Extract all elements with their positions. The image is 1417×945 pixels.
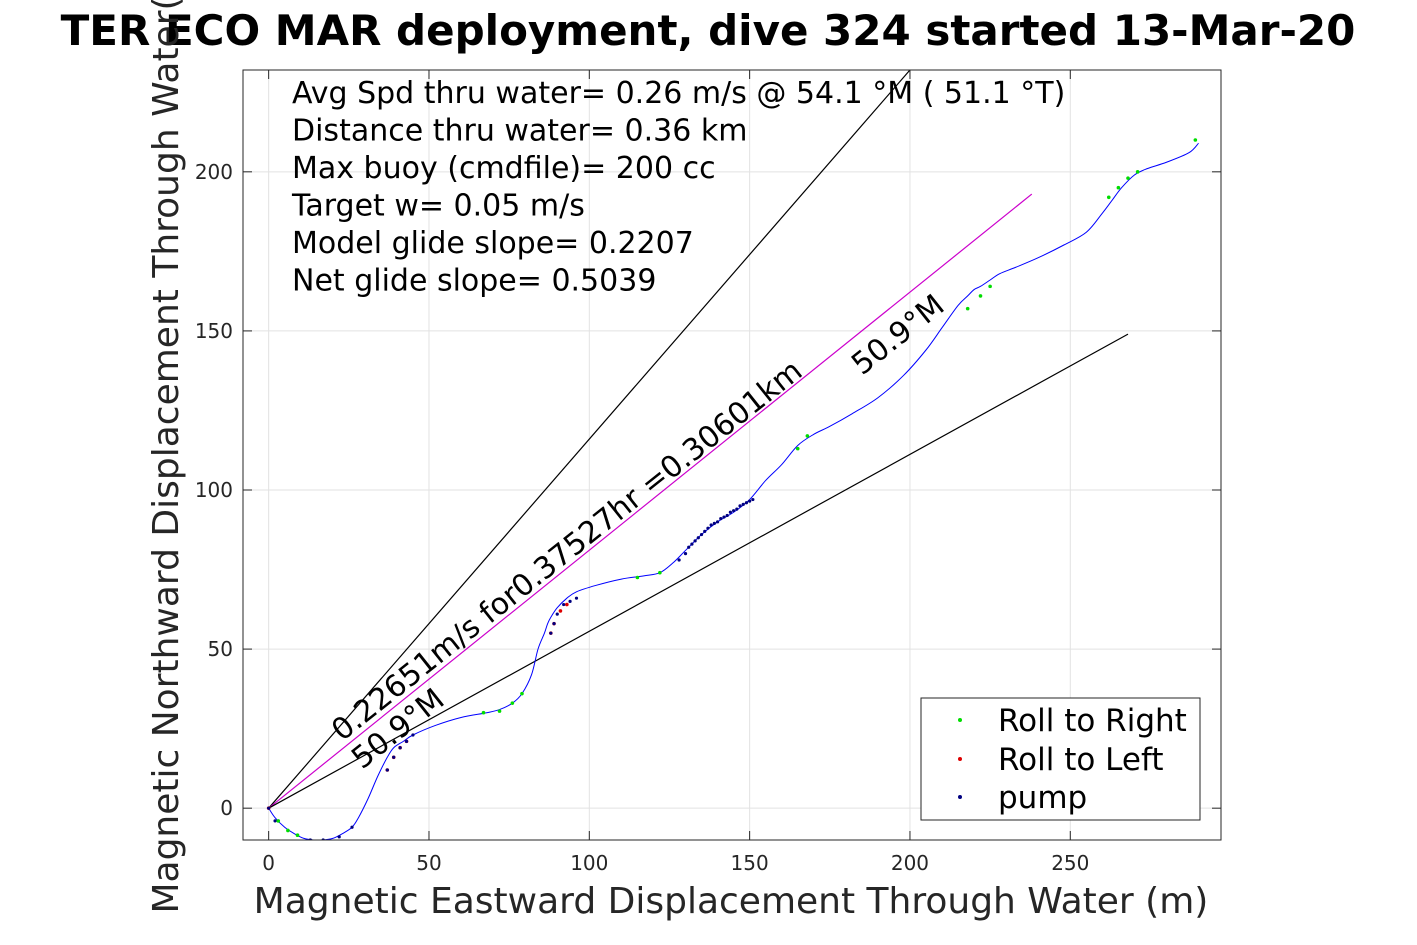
- x-tick-label: 0: [262, 851, 275, 875]
- info-line: Max buoy (cmdfile)= 200 cc: [292, 151, 716, 186]
- roll-right-point: [295, 833, 300, 838]
- pump-point: [748, 499, 752, 503]
- pump-point: [741, 502, 745, 506]
- legend-label-pump: pump: [998, 780, 1087, 816]
- roll-right-point: [520, 691, 524, 696]
- roll-right-point: [497, 709, 502, 713]
- x-axis-label: Magnetic Eastward Displacement Through W…: [254, 881, 1209, 922]
- roll-right-point: [978, 294, 983, 298]
- pump-point: [725, 513, 729, 518]
- y-tick-label: 200: [195, 160, 233, 184]
- speed-annotation: 0.22651m/s for0.37527hr =0.30601km: [325, 353, 809, 748]
- pump-point: [690, 542, 694, 546]
- pump-point: [398, 746, 402, 750]
- pump-point: [735, 507, 739, 511]
- roll-right-point: [481, 710, 486, 715]
- pump-point: [699, 532, 704, 537]
- legend-label-roll-right: Roll to Right: [998, 703, 1187, 739]
- roll-left-point: [558, 609, 563, 613]
- pump-point: [715, 520, 720, 524]
- roll-right-point: [658, 570, 662, 575]
- pump-point: [385, 768, 389, 772]
- pump-point: [703, 529, 707, 533]
- y-tick-label: 150: [195, 319, 233, 343]
- plot-frame: [242, 69, 1222, 841]
- roll-right-point: [635, 575, 640, 580]
- pump-point: [712, 521, 716, 526]
- roll-right-point: [286, 828, 290, 833]
- pump-point: [732, 509, 736, 513]
- x-tick-label: 100: [570, 851, 608, 875]
- y-axis-label: Magnetic Northward Displacement Through …: [146, 0, 187, 914]
- roll-right-point: [805, 434, 810, 438]
- reference-line-0: [268, 70, 911, 809]
- pump-point: [392, 755, 396, 759]
- info-line: Avg Spd thru water= 0.26 m/s @ 54.1 °M (…: [292, 76, 1065, 111]
- info-line: Target w= 0.05 m/s: [291, 189, 585, 224]
- pump-point: [706, 526, 710, 530]
- pump-point: [719, 517, 723, 521]
- pump-point: [728, 510, 732, 514]
- pump-point: [273, 819, 277, 823]
- roll-right-point: [1106, 195, 1111, 200]
- roll-left-point: [565, 602, 569, 607]
- roll-right-point: [795, 446, 800, 451]
- info-line: Distance thru water= 0.36 km: [292, 114, 747, 149]
- legend: Roll to Right Roll to Left pump: [920, 697, 1201, 821]
- pump-point: [687, 545, 691, 549]
- reference-line-2: [268, 333, 1129, 809]
- roll-right-point: [965, 306, 970, 311]
- x-tick-label: 150: [731, 851, 769, 875]
- legend-box: [920, 697, 1201, 821]
- info-line: Net glide slope= 0.5039: [292, 264, 656, 299]
- y-tick-label: 0: [220, 796, 233, 820]
- roll-right-point: [276, 819, 281, 823]
- pump-point: [568, 599, 572, 603]
- axis-ticks: 0 50 100 150 200 250 0 50 100 150 200: [195, 70, 1221, 875]
- legend-marker-pump: [958, 795, 962, 799]
- pump-point: [738, 504, 742, 508]
- pump-point: [744, 501, 749, 505]
- reference-line-1: [268, 193, 1033, 809]
- roll-right-point: [1116, 185, 1121, 190]
- roll-right-point: [988, 284, 992, 289]
- x-tick-label: 50: [416, 851, 441, 875]
- legend-marker-roll-right: [958, 718, 962, 722]
- pump-point: [696, 536, 700, 540]
- legend-marker-roll-left: [958, 757, 962, 761]
- pump-point: [404, 739, 409, 743]
- pump-point: [350, 825, 354, 829]
- y-tick-label: 50: [208, 637, 233, 661]
- pump-point: [693, 539, 697, 543]
- pump-point: [683, 552, 688, 556]
- plot-contents: [266, 70, 1199, 840]
- pump-point: [709, 523, 713, 527]
- pump-point: [722, 515, 726, 519]
- roll-right-point: [1126, 176, 1130, 180]
- pump-point: [677, 558, 681, 562]
- pump-point: [337, 835, 341, 839]
- roll-right-point: [1193, 138, 1198, 142]
- pump-point: [574, 596, 579, 600]
- x-tick-label: 200: [891, 851, 929, 875]
- y-tick-label: 100: [195, 478, 233, 502]
- chart-title: TER ECO MAR deployment, dive 324 started…: [61, 6, 1356, 55]
- info-text-block: Avg Spd thru water= 0.26 m/s @ 54.1 °M (…: [291, 76, 1065, 299]
- roll-right-point: [510, 701, 515, 705]
- x-tick-label: 250: [1051, 851, 1089, 875]
- pump-point: [555, 612, 559, 616]
- roll-right-point: [1135, 170, 1140, 174]
- pump-point: [549, 631, 553, 635]
- pump-point: [552, 622, 556, 626]
- pump-point: [411, 733, 415, 737]
- pump-point: [562, 602, 566, 607]
- pump-point: [267, 806, 271, 810]
- info-line: Model glide slope= 0.2207: [292, 226, 694, 261]
- pump-point: [751, 497, 755, 502]
- legend-label-roll-left: Roll to Left: [998, 742, 1164, 778]
